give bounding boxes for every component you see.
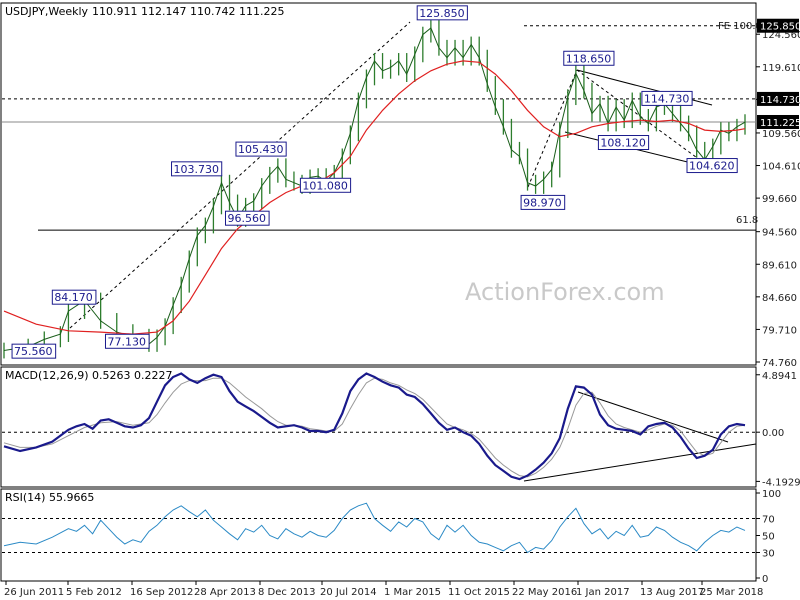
price-annotation-label: 108.120 <box>600 137 646 150</box>
price-annotation-box <box>104 333 150 349</box>
rsi-line <box>3 502 746 554</box>
price-annotation-label: 103.730 <box>174 163 220 176</box>
price-annotation-label: 96.560 <box>227 212 266 225</box>
price-annotation-box <box>235 141 287 157</box>
price-level-label: 114.730 <box>760 95 800 106</box>
fib-61-8-label: 61.8 <box>736 215 758 226</box>
price-annotation-label: 75.560 <box>14 345 53 358</box>
price-annotation-label: 101.080 <box>302 179 348 192</box>
x-tick-label: 20 Jul 2014 <box>320 587 377 598</box>
price-annotation-box <box>11 343 57 359</box>
x-tick-label: 28 Apr 2013 <box>194 587 256 598</box>
price-annotation-box <box>520 194 566 210</box>
macd-panel-header: MACD(12,26,9) 0.5263 0.2227 <box>5 369 173 382</box>
macd-panel-frame <box>0 366 757 488</box>
x-tick-label: 5 Feb 2012 <box>66 587 122 598</box>
price-annotation-label: 118.650 <box>566 52 612 65</box>
price-y-tick-label: 84.660 <box>762 293 797 304</box>
price-annotation-label: 84.170 <box>54 291 93 304</box>
rsi-y-tick-label: 0 <box>762 574 768 585</box>
x-tick-label: 8 Dec 2013 <box>258 587 316 598</box>
price-annotation-label: 98.970 <box>523 196 562 209</box>
price-annotation-label: 125.850 <box>419 7 465 20</box>
price-annotation-box <box>171 161 223 177</box>
price-y-tick-label: 109.560 <box>762 129 800 140</box>
x-tick-label: 16 Sep 2012 <box>130 587 193 598</box>
price-y-tick-label: 124.560 <box>762 30 800 41</box>
rsi-panel-header: RSI(14) 55.9665 <box>5 491 94 504</box>
rsi-y-tick-label: 50 <box>762 532 775 543</box>
macd-line <box>3 372 746 481</box>
price-close-line <box>3 27 746 351</box>
price-level-box <box>757 91 799 106</box>
price-annotation-box <box>416 5 468 21</box>
price-panel-frame <box>0 2 757 366</box>
price-y-tick-label: 119.610 <box>762 63 800 74</box>
moving-average-line <box>3 60 746 335</box>
ohlc-readout: 110.911 112.147 110.742 111.225 <box>92 5 284 18</box>
macd-signal-line <box>3 377 746 478</box>
price-annotation-box <box>51 289 97 305</box>
price-level-label: 111.225 <box>760 118 800 129</box>
x-tick-label: 13 Aug 2017 <box>640 587 704 598</box>
price-level-box <box>757 114 799 129</box>
price-y-tick-label: 104.610 <box>762 162 800 173</box>
price-level-label: 125.850 <box>760 22 800 33</box>
price-annotation-box <box>299 177 352 193</box>
x-tick-label: 22 May 2016 <box>512 587 577 598</box>
price-y-tick-label: 79.710 <box>762 325 797 336</box>
price-annotation-box <box>686 158 738 174</box>
price-annotation-label: 114.730 <box>644 92 690 105</box>
fe-100-label: FE 100.0 <box>718 21 762 32</box>
price-annotation-label: 77.130 <box>107 335 145 348</box>
macd-trendline-up <box>523 443 757 482</box>
rsi-y-tick-label: 100 <box>762 489 781 500</box>
price-panel-header: USDJPY,Weekly <box>5 5 89 18</box>
x-tick-label: 1 Jan 2017 <box>576 587 630 598</box>
macd-y-tick-label: 0.00 <box>762 428 784 439</box>
price-annotation-label: 105.430 <box>238 143 284 156</box>
macd-y-tick-label: -4.1929 <box>762 477 800 488</box>
trendline-dashed-rise <box>69 21 411 329</box>
price-y-tick-label: 89.610 <box>762 260 797 271</box>
x-tick-label: 26 Jun 2011 <box>4 587 64 598</box>
price-annotation-label: 104.620 <box>689 160 735 173</box>
macd-trendline-down <box>577 391 729 443</box>
price-annotation-box <box>641 90 693 106</box>
chart-marks: 124.560119.610114.660109.560104.61099.66… <box>2 5 800 598</box>
rsi-y-tick-label: 30 <box>762 549 775 560</box>
price-annotation-box <box>563 50 615 66</box>
rsi-y-tick-label: 70 <box>762 515 775 526</box>
price-level-box <box>757 18 799 33</box>
price-y-tick-label: 74.760 <box>762 358 797 369</box>
trendline-dashed-cross <box>576 69 701 161</box>
x-tick-label: 1 Mar 2015 <box>384 587 441 598</box>
price-y-tick-label: 99.660 <box>762 194 797 205</box>
price-y-tick-label: 94.560 <box>762 228 797 239</box>
price-annotation-box <box>224 210 270 226</box>
x-tick-label: 11 Oct 2015 <box>448 587 510 598</box>
x-tick-label: 25 Mar 2018 <box>700 587 763 598</box>
watermark: ActionForex.com <box>465 278 665 306</box>
price-annotation-box <box>597 135 650 151</box>
macd-y-tick-label: 4.8941 <box>762 371 797 382</box>
